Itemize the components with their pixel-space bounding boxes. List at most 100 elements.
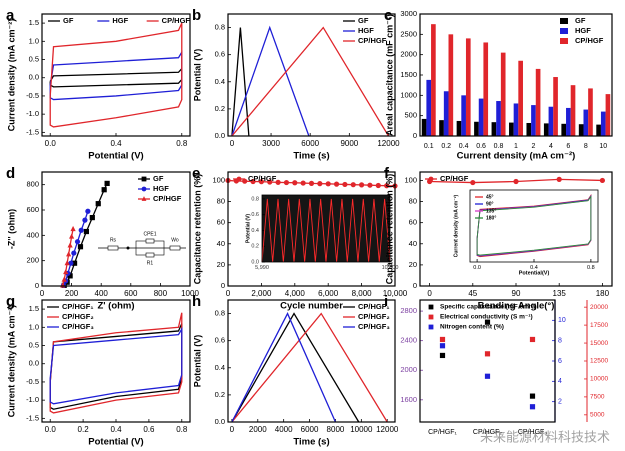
y-tick-label: 0.6: [215, 336, 225, 345]
legend-label: Specific capacitance (mF cm⁻²): [440, 304, 537, 311]
panel: 0.0 0.2 0.4 0.6 0.8 -1.5 -1.0 -0.5 0.0 0.5 1.0 1.5 C…: [6, 293, 191, 448]
plot-frame: [227, 13, 396, 137]
y-axis-label: Current density (mA cm⁻²): [6, 19, 16, 131]
y-axis-label: Potential (V): [245, 214, 251, 244]
series-line: [49, 312, 183, 414]
y-tick-label: 0.4: [215, 77, 225, 86]
x-axis-label: Potential (V): [88, 437, 143, 448]
y-tick-label: 4: [558, 378, 562, 385]
panel-letter: g: [6, 293, 15, 310]
marker: [428, 324, 434, 330]
marker: [308, 180, 315, 186]
marker: [66, 251, 72, 257]
x-tick-label: 180: [596, 289, 610, 298]
legend-label: CP/HGF: [153, 194, 182, 203]
y-tick-label: 80: [409, 197, 417, 206]
y-tick-label: 10000: [590, 376, 608, 383]
panel-letter: c: [384, 7, 392, 24]
bar: [478, 98, 484, 136]
x-tick-label: 0.8: [176, 425, 188, 434]
y-tick-label: 1.0: [29, 322, 39, 331]
bar: [596, 124, 601, 136]
panel: 0 45 90 135 180 0 20 40 60 80 100 CP/HGF Bending Ang…: [384, 165, 613, 312]
series-line: [231, 26, 390, 137]
x-tick-label: 6000: [301, 425, 319, 434]
x-tick-label: 6: [566, 143, 570, 150]
circuit-label: CPE1: [143, 231, 156, 237]
x-tick-label: 1: [514, 143, 518, 150]
y-tick-label: 5000: [590, 412, 605, 419]
y-tick-label: 800: [26, 180, 39, 189]
marker: [70, 225, 76, 232]
x-tick-label: CP/HGF₃: [518, 429, 547, 436]
y-tick-label: 0.8: [215, 23, 225, 32]
x-tick-label: 0.8: [176, 139, 188, 148]
legend-label: GF: [358, 16, 369, 25]
y-tick-label: 2000: [400, 50, 417, 59]
y-tick-label: 60: [217, 218, 225, 227]
x-tick-label: 0: [226, 289, 231, 298]
marker: [71, 250, 77, 256]
panel-letter: h: [192, 293, 201, 310]
x-tick-label: 0: [230, 425, 235, 434]
marker: [470, 179, 476, 186]
y-tick-label: 8: [558, 338, 562, 345]
panel: CP/HGF₁ CP/HGF₂ CP/HGF₃ 1600 2000 2400 2800 2 4 6…: [384, 293, 608, 436]
circuit-label: Wo: [171, 237, 179, 243]
marker: [428, 304, 434, 310]
x-tick-label: 12000: [376, 425, 399, 434]
x-tick-label: 0.4: [110, 425, 122, 434]
x-tick-label: 0: [230, 139, 235, 148]
marker: [484, 373, 491, 379]
circuit-label: R1: [147, 260, 154, 266]
y-tick-label: 1.5: [29, 304, 39, 313]
bar: [491, 122, 497, 136]
x-tick-label: 0.2: [441, 143, 451, 150]
y-tick-label: 0.2: [215, 390, 225, 399]
y-axis-label: Capacitance retention (%): [384, 174, 394, 285]
bar: [483, 42, 489, 136]
marker: [67, 242, 73, 248]
bar: [553, 77, 558, 136]
marker: [267, 179, 273, 185]
x-tick-label: 800: [154, 289, 168, 298]
marker: [68, 260, 74, 266]
marker: [529, 393, 536, 399]
x-axis-label: Potential (V): [88, 151, 143, 162]
legend-label: CP/HGF: [575, 36, 604, 45]
panel-letter: i: [384, 293, 388, 310]
marker: [64, 260, 70, 266]
bar: [588, 88, 593, 136]
legend-label: 90°: [486, 201, 494, 207]
bar: [443, 91, 449, 136]
marker: [292, 180, 298, 186]
marker: [83, 228, 89, 235]
plot-frame: [419, 13, 613, 137]
panel: 0 200 400 600 800 10000200400600800GFHGFCP/HG…: [6, 165, 199, 312]
panel-letter: f: [384, 165, 390, 182]
legend-swatch: [560, 28, 568, 34]
y-tick-label: 0: [221, 281, 225, 290]
y-tick-label: 2800: [400, 306, 417, 315]
panel-letter: e: [192, 165, 200, 182]
y-tick-label: 100: [212, 175, 225, 184]
y-tick-label: 20: [409, 260, 417, 269]
x-tick-label: 0.0: [473, 265, 481, 271]
marker: [82, 217, 88, 223]
marker: [439, 336, 446, 343]
y-tick-label: -0.5: [26, 91, 39, 100]
y-tick-label: 100: [404, 175, 417, 184]
x-tick-label: 0.1: [424, 143, 434, 150]
bar: [500, 52, 506, 137]
x-tick-label: 8: [584, 143, 588, 150]
legend-label: 135°: [486, 208, 496, 214]
x-tick-label: 0.4: [459, 143, 469, 150]
x-tick-label: 4000: [275, 425, 293, 434]
marker: [513, 178, 519, 185]
marker: [484, 319, 491, 325]
marker: [529, 404, 536, 410]
marker: [350, 182, 356, 188]
y-tick-label: 0.8: [215, 309, 225, 318]
